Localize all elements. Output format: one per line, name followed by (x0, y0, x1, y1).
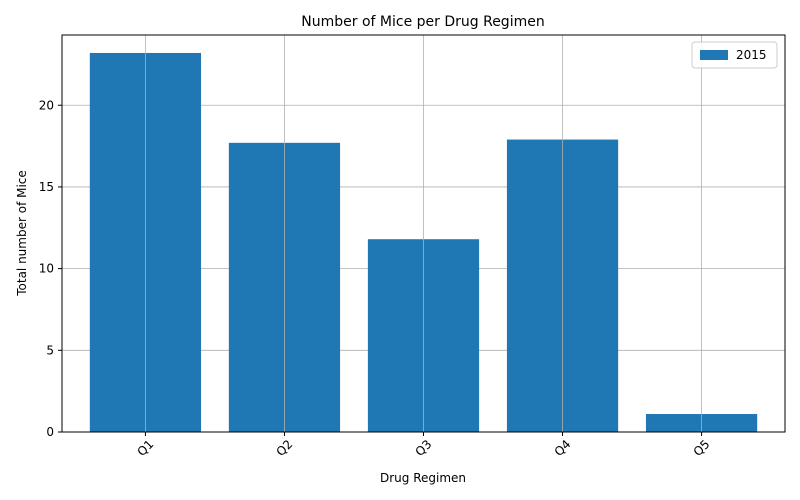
y-tick-label: 5 (46, 343, 54, 357)
chart-title: Number of Mice per Drug Regimen (301, 14, 544, 30)
y-tick-label: 0 (46, 425, 54, 439)
y-axis-label: Total number of Mice (15, 170, 29, 297)
legend-box (691, 41, 778, 69)
x-tick-label: Q5 (691, 437, 713, 459)
legend-swatch (700, 50, 728, 60)
vertical-grid-layer (145, 35, 702, 432)
y-tick-label: 10 (39, 262, 54, 276)
legend-label: 2015 (736, 48, 767, 62)
x-tick-label: Q3 (413, 437, 435, 459)
legend: 2015 (691, 41, 778, 69)
y-tick-label: 20 (39, 98, 54, 112)
x-tick-label: Q2 (273, 437, 295, 459)
y-tick-label: 15 (39, 180, 54, 194)
x-axis-ticks: Q1 Q2 Q3 Q4 Q5 (134, 432, 713, 459)
x-axis-label: Drug Regimen (380, 471, 466, 485)
x-tick-label: Q4 (552, 437, 574, 459)
x-tick-label: Q1 (134, 437, 156, 459)
y-axis-ticks: 0 5 10 15 20 (39, 98, 62, 439)
